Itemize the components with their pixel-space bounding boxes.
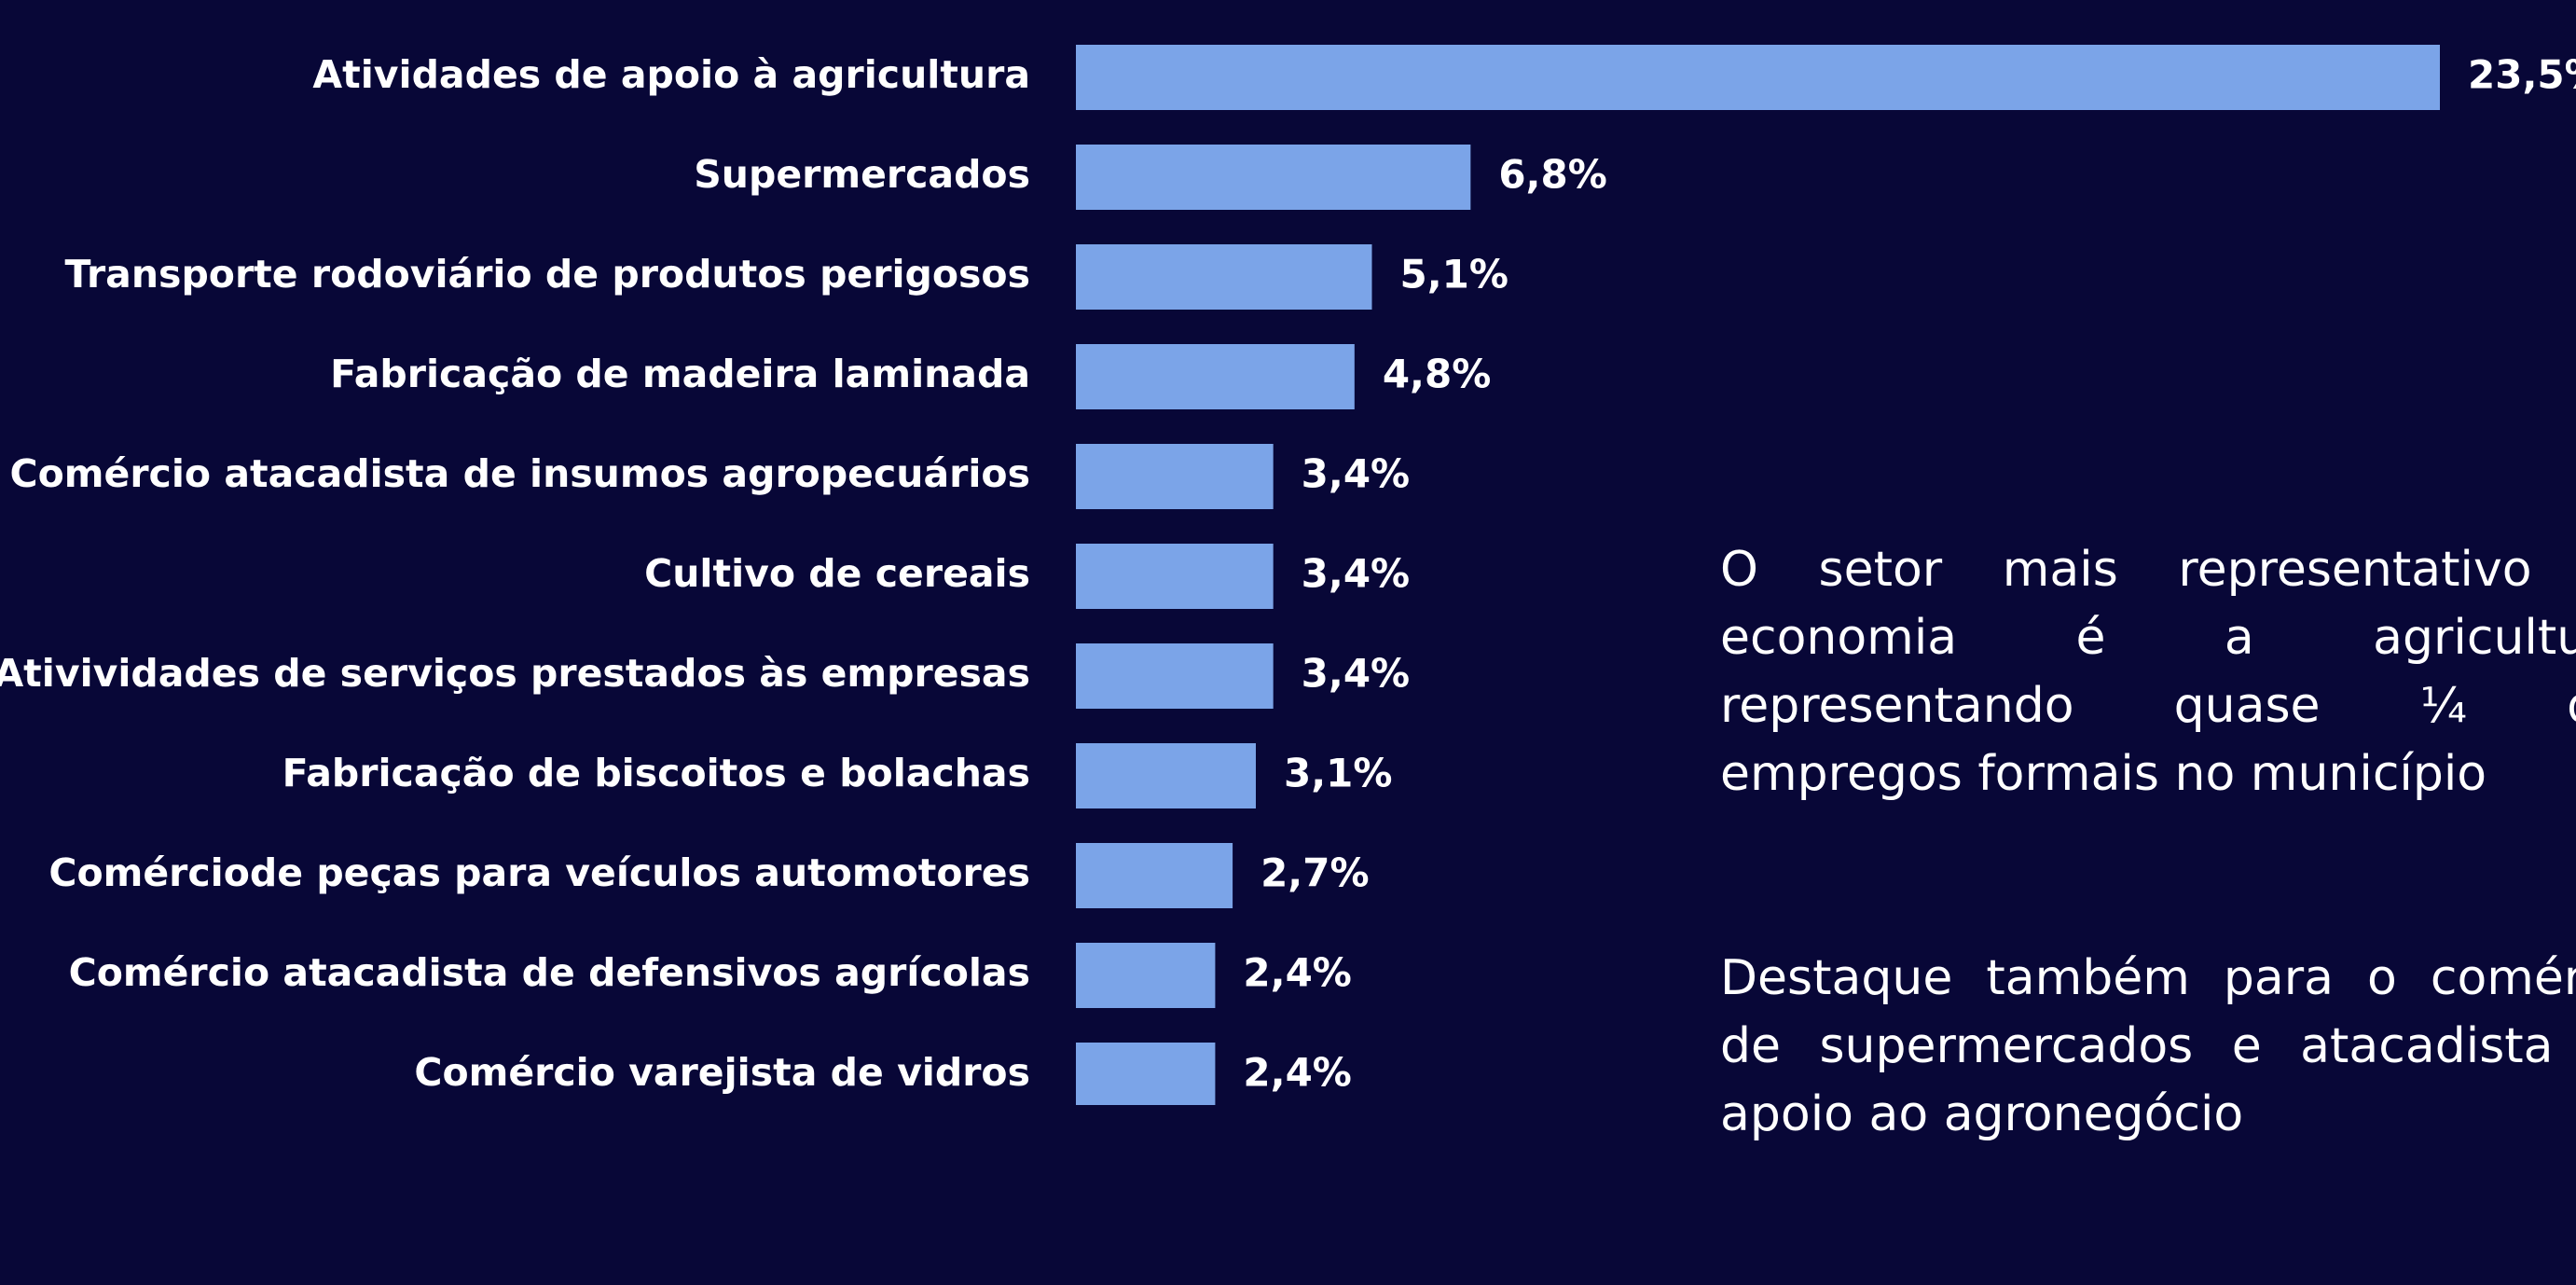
bar	[1076, 1043, 1215, 1105]
value-label: 3,1%	[1284, 751, 1392, 796]
category-label: Supermercados	[694, 152, 1030, 197]
category-label: Ativividades de serviços prestados às em…	[0, 651, 1030, 696]
bar	[1076, 643, 1274, 709]
note: Destaque também para o comércio de super…	[1720, 945, 2576, 1149]
category-label: Comércio atacadista de defensivos agríco…	[69, 950, 1030, 995]
bar	[1076, 45, 2440, 110]
value-label: 2,7%	[1260, 850, 1369, 896]
value-label: 4,8%	[1383, 352, 1491, 397]
bar	[1076, 943, 1215, 1008]
value-label: 3,4%	[1302, 551, 1410, 597]
page: {"chart_data": {"type": "bar", "orientat…	[0, 0, 2576, 1105]
category-label: Comérciode peças para veículos automotor…	[48, 850, 1030, 895]
bar	[1076, 544, 1274, 609]
bar	[1076, 344, 1355, 409]
category-label: Comércio atacadista de insumos agropecuá…	[10, 451, 1030, 496]
value-label: 23,5%	[2468, 52, 2576, 98]
bar	[1076, 244, 1372, 310]
value-label: 5,1%	[1400, 252, 1508, 297]
category-label: Atividades de apoio à agricultura	[312, 52, 1030, 97]
notes: O setor mais representativo da economia …	[1720, 536, 2576, 1285]
value-label: 2,4%	[1243, 950, 1351, 996]
value-label: 2,4%	[1243, 1050, 1351, 1096]
category-label: Transporte rodoviário de produtos perigo…	[65, 252, 1031, 297]
category-label: Fabricação de madeira laminada	[330, 352, 1030, 396]
category-label: Cultivo de cereais	[644, 551, 1030, 596]
note: O setor mais representativo da economia …	[1720, 536, 2576, 808]
category-label: Fabricação de biscoitos e bolachas	[282, 751, 1030, 795]
bar	[1076, 444, 1274, 509]
bar	[1076, 743, 1256, 808]
value-label: 6,8%	[1498, 152, 1606, 198]
bar	[1076, 843, 1233, 908]
category-label: Comércio varejista de vidros	[414, 1050, 1030, 1095]
bar	[1076, 145, 1470, 210]
value-label: 3,4%	[1302, 451, 1410, 497]
value-label: 3,4%	[1302, 651, 1410, 697]
